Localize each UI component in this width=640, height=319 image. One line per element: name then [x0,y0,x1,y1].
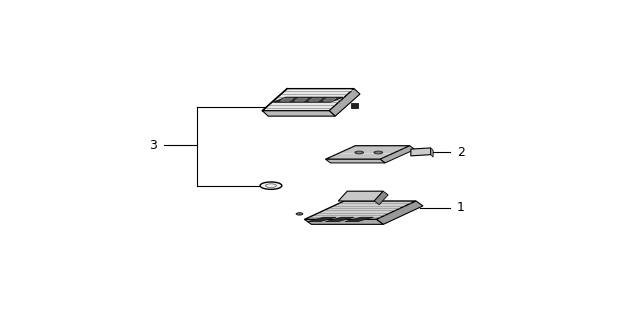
Polygon shape [308,217,336,222]
Ellipse shape [376,152,381,153]
Ellipse shape [355,151,364,154]
Bar [351,103,358,108]
Polygon shape [374,191,388,205]
Polygon shape [411,148,431,156]
Ellipse shape [260,182,282,189]
Polygon shape [309,98,322,101]
Text: 1: 1 [457,201,465,214]
Polygon shape [273,97,343,102]
Polygon shape [323,98,336,101]
Polygon shape [294,98,307,101]
Polygon shape [262,89,354,111]
Polygon shape [326,146,410,159]
Text: 2: 2 [457,146,465,159]
Polygon shape [326,159,385,163]
Text: 3: 3 [149,139,157,152]
Polygon shape [326,217,354,222]
Polygon shape [431,148,433,157]
Ellipse shape [374,151,383,154]
Polygon shape [305,219,383,224]
Polygon shape [305,201,416,219]
Polygon shape [345,217,373,222]
Polygon shape [329,89,360,116]
Ellipse shape [357,152,362,153]
Polygon shape [280,98,293,101]
Polygon shape [262,111,335,116]
Polygon shape [380,146,415,163]
Polygon shape [339,191,383,201]
Polygon shape [376,201,423,224]
Ellipse shape [296,213,303,215]
